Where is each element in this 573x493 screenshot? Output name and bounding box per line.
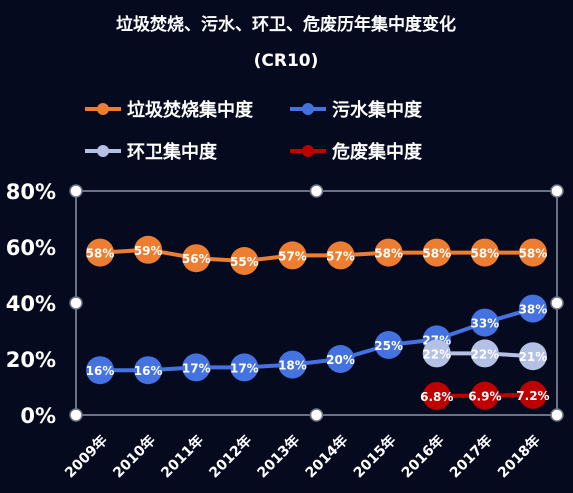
- series-4-point[interactable]: [422, 381, 451, 410]
- x-tick-label: 2009年: [61, 432, 110, 481]
- series-4-point[interactable]: [518, 380, 547, 409]
- x-tick-label: 2017年: [446, 432, 495, 481]
- series-2-line: [100, 306, 534, 373]
- y-tick-label: 80%: [6, 180, 56, 204]
- series-2-point[interactable]: [374, 331, 403, 359]
- series-1-line: [99, 247, 533, 263]
- y-tick-label: 20%: [6, 348, 56, 372]
- data-label: 16%: [86, 364, 115, 378]
- data-label: 22%: [470, 347, 499, 361]
- series-1-point[interactable]: [182, 244, 211, 273]
- series-2-point[interactable]: [86, 356, 115, 385]
- data-label: 58%: [86, 247, 115, 261]
- legend-item-series-1[interactable]: 垃圾焚烧集中度: [85, 99, 254, 121]
- series-2-point[interactable]: [134, 356, 163, 385]
- selection-handle[interactable]: [550, 408, 564, 422]
- selection-handle[interactable]: [69, 184, 83, 198]
- data-label: 17%: [230, 361, 259, 375]
- y-tick-label: 60%: [6, 236, 56, 260]
- x-tick-label: 2016年: [398, 432, 447, 481]
- series-4-point[interactable]: [470, 381, 499, 410]
- data-label: 58%: [374, 247, 403, 261]
- legend-swatch-marker: [97, 145, 109, 157]
- x-tick-label: 2010年: [110, 432, 159, 481]
- data-label: 6.8%: [420, 390, 453, 404]
- data-label: 33%: [470, 317, 499, 331]
- series-3-point[interactable]: [518, 342, 547, 371]
- legend-label: 垃圾焚烧集中度: [127, 99, 254, 121]
- series-1-point[interactable]: [470, 238, 499, 267]
- y-tick-label: 40%: [6, 292, 56, 316]
- legend-label: 环卫集中度: [127, 141, 218, 163]
- selection-handle[interactable]: [309, 408, 324, 422]
- selection-handle[interactable]: [69, 296, 83, 310]
- series-2-point[interactable]: [182, 353, 211, 382]
- series-1-point[interactable]: [86, 238, 115, 267]
- data-label: 56%: [182, 252, 211, 266]
- data-label: 58%: [470, 247, 499, 261]
- x-tick-label: 2011年: [158, 432, 207, 481]
- legend-label: 污水集中度: [332, 99, 423, 121]
- legend-item-series-2[interactable]: 污水集中度: [290, 99, 423, 121]
- data-label: 57%: [326, 249, 355, 263]
- data-label: 16%: [134, 364, 163, 378]
- selection-handle[interactable]: [550, 296, 564, 310]
- legend-item-series-4[interactable]: 危废集中度: [290, 141, 423, 163]
- x-tick-label: 2014年: [302, 432, 351, 481]
- data-label: 25%: [374, 339, 403, 353]
- x-tick-label: 2015年: [350, 432, 399, 481]
- data-label: 57%: [278, 249, 307, 263]
- series-layer: 58% 59% 56% 55% 57% 57% 58% 58% 58% 58% 16% 16% 17% 1…: [86, 235, 550, 410]
- data-label: 20%: [326, 353, 355, 367]
- series-3-point[interactable]: [470, 339, 499, 368]
- series-1-point[interactable]: [518, 238, 547, 267]
- data-label: 21%: [519, 350, 548, 364]
- x-tick-label: 2018年: [494, 432, 543, 481]
- x-axis: 2009年 2010年 2011年 2012年 2013年 2014年 2015年 2016年…: [61, 432, 543, 481]
- x-tick-label: 2012年: [206, 432, 255, 481]
- data-label: 58%: [422, 247, 451, 261]
- series-2-point[interactable]: [278, 350, 307, 379]
- series-1-point[interactable]: [134, 235, 163, 264]
- series-1-point[interactable]: [422, 238, 451, 267]
- y-tick-label: 0%: [20, 404, 56, 428]
- legend-swatch-marker: [97, 103, 109, 115]
- series-2-point[interactable]: [470, 308, 499, 337]
- series-3: 22% 22% 21%: [422, 339, 548, 371]
- series-1-point[interactable]: [230, 247, 259, 275]
- data-label: 18%: [278, 359, 307, 373]
- data-label: 58%: [519, 247, 548, 261]
- series-2-point[interactable]: [230, 353, 259, 382]
- data-label: 7.2%: [516, 389, 549, 403]
- chart-title: 垃圾焚烧、污水、环卫、危废历年集中度变化: [116, 14, 456, 35]
- selection-handle[interactable]: [69, 408, 83, 422]
- selection-handle[interactable]: [550, 184, 564, 198]
- series-2-point[interactable]: [518, 294, 547, 323]
- legend-swatch-marker: [302, 145, 314, 157]
- series-4: 6.8% 6.9% 7.2%: [420, 380, 550, 410]
- series-1: 58% 59% 56% 55% 57% 57% 58% 58% 58% 58%: [86, 235, 548, 275]
- legend-item-series-3[interactable]: 环卫集中度: [85, 141, 218, 163]
- data-label: 38%: [519, 303, 548, 317]
- series-1-point[interactable]: [374, 238, 403, 267]
- data-label: 22%: [422, 347, 451, 361]
- data-label: 17%: [182, 361, 211, 375]
- series-2-point[interactable]: [326, 345, 355, 373]
- data-label: 55%: [230, 255, 259, 269]
- data-label: 6.9%: [468, 390, 501, 404]
- series-1-point[interactable]: [326, 241, 355, 270]
- x-tick-label: 2013年: [254, 432, 303, 481]
- legend-label: 危废集中度: [331, 141, 423, 163]
- data-label: 59%: [134, 244, 163, 258]
- series-1-point[interactable]: [278, 241, 307, 270]
- legend-swatch-marker: [302, 103, 314, 115]
- plot-area: [69, 184, 564, 422]
- series-2: 16%16%17%17%18%20%25%27%33%38%: [86, 294, 548, 385]
- selection-handle[interactable]: [309, 184, 324, 198]
- y-axis: 0% 20% 40% 60% 80%: [6, 180, 56, 428]
- series-3-point[interactable]: [422, 339, 451, 368]
- chart-subtitle: (CR10): [254, 51, 319, 71]
